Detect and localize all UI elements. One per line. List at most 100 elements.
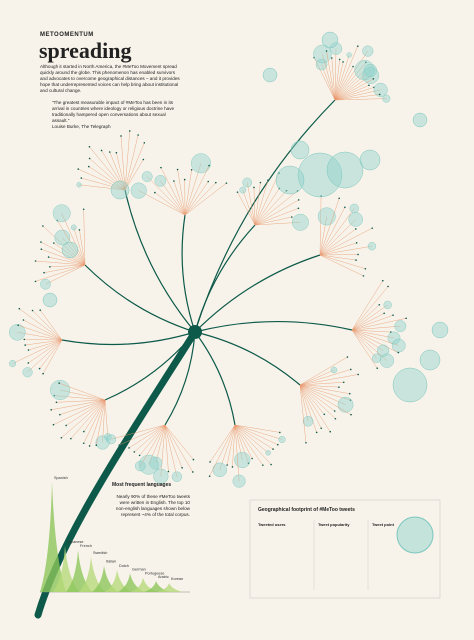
twig: [60, 389, 106, 401]
twig: [42, 339, 63, 374]
twig: [32, 310, 63, 341]
branch: [194, 254, 321, 333]
lang-label: Dutch: [119, 564, 129, 568]
twig: [45, 264, 86, 285]
seed-dot: [143, 141, 146, 144]
branch: [194, 224, 256, 333]
seed: [321, 31, 339, 49]
twig: [319, 242, 357, 256]
twig: [334, 48, 337, 101]
seed-dot: [387, 285, 389, 288]
twig: [41, 249, 86, 266]
seed: [212, 462, 228, 478]
twig: [148, 424, 166, 465]
twig: [334, 89, 381, 101]
seed-dot: [17, 324, 19, 327]
seed-dot: [192, 458, 195, 461]
branch: [84, 264, 196, 333]
twig: [234, 424, 249, 464]
twig: [226, 424, 236, 466]
seed-dot: [365, 61, 367, 64]
seed: [367, 242, 377, 251]
seed-dot: [342, 381, 345, 384]
seed: [349, 203, 359, 214]
twig: [19, 308, 63, 341]
seed: [391, 338, 406, 353]
twig: [160, 180, 186, 216]
twig: [28, 339, 63, 364]
seed-dot: [34, 260, 37, 262]
seed-dot: [40, 241, 42, 243]
lang-peak: [40, 482, 66, 592]
seed-dot: [43, 271, 45, 274]
twig: [154, 192, 186, 216]
twig: [17, 332, 63, 341]
seed: [326, 151, 364, 189]
seed-dot: [27, 349, 30, 351]
seed-dot: [55, 401, 58, 404]
seed-dot: [59, 413, 61, 416]
seed: [373, 82, 388, 97]
twig: [254, 180, 269, 226]
twig: [351, 329, 384, 351]
seed: [302, 416, 314, 427]
twig: [124, 130, 130, 191]
seed-dot: [47, 256, 50, 258]
seed-dot: [392, 314, 394, 316]
twig: [81, 177, 126, 191]
branch: [194, 99, 336, 333]
intro: Although it started in North America, th…: [40, 64, 180, 93]
twig: [53, 242, 86, 266]
seed-dot: [368, 84, 370, 87]
twig: [351, 304, 388, 331]
seed: [191, 153, 211, 174]
twig: [254, 208, 299, 226]
seed: [76, 182, 82, 188]
seed-dot: [70, 437, 72, 440]
twig: [313, 57, 336, 101]
twig: [48, 256, 86, 266]
seed-dot: [357, 253, 359, 256]
seed: [265, 450, 271, 456]
seed-dot: [42, 372, 44, 375]
twig: [242, 189, 256, 226]
quote-source: Louise Burke, The Telegraph: [52, 124, 111, 129]
seed-dot: [378, 303, 381, 306]
seed: [346, 52, 352, 58]
twig: [247, 182, 256, 226]
twig: [253, 187, 256, 226]
twig: [334, 46, 358, 101]
seed-dot: [251, 457, 253, 460]
seed-dot: [338, 386, 340, 388]
twig: [299, 384, 346, 405]
seed: [431, 321, 449, 339]
twig: [147, 176, 186, 216]
seed-dot: [18, 307, 21, 310]
seed: [130, 182, 147, 199]
seed-dot: [297, 199, 300, 201]
branch: [104, 331, 196, 401]
twig: [101, 150, 126, 191]
twig: [254, 190, 287, 226]
twig: [89, 146, 126, 191]
seed-dot: [80, 177, 83, 179]
seed-dot: [100, 149, 103, 152]
twig: [319, 207, 346, 256]
twig: [326, 50, 336, 101]
seed-dot: [350, 413, 352, 416]
twig: [319, 246, 372, 256]
seed: [330, 366, 338, 374]
seed: [232, 474, 246, 488]
twig: [351, 329, 399, 346]
twig: [89, 158, 126, 191]
twig: [57, 220, 86, 266]
twig: [351, 304, 380, 331]
seed-dot: [325, 50, 328, 52]
seed-dot: [315, 431, 318, 434]
seed: [262, 67, 278, 83]
twig: [299, 384, 339, 388]
seed-dot: [173, 180, 175, 182]
seed-dot: [49, 266, 51, 268]
lang-peak: [157, 583, 183, 592]
seed-dot: [24, 344, 26, 346]
